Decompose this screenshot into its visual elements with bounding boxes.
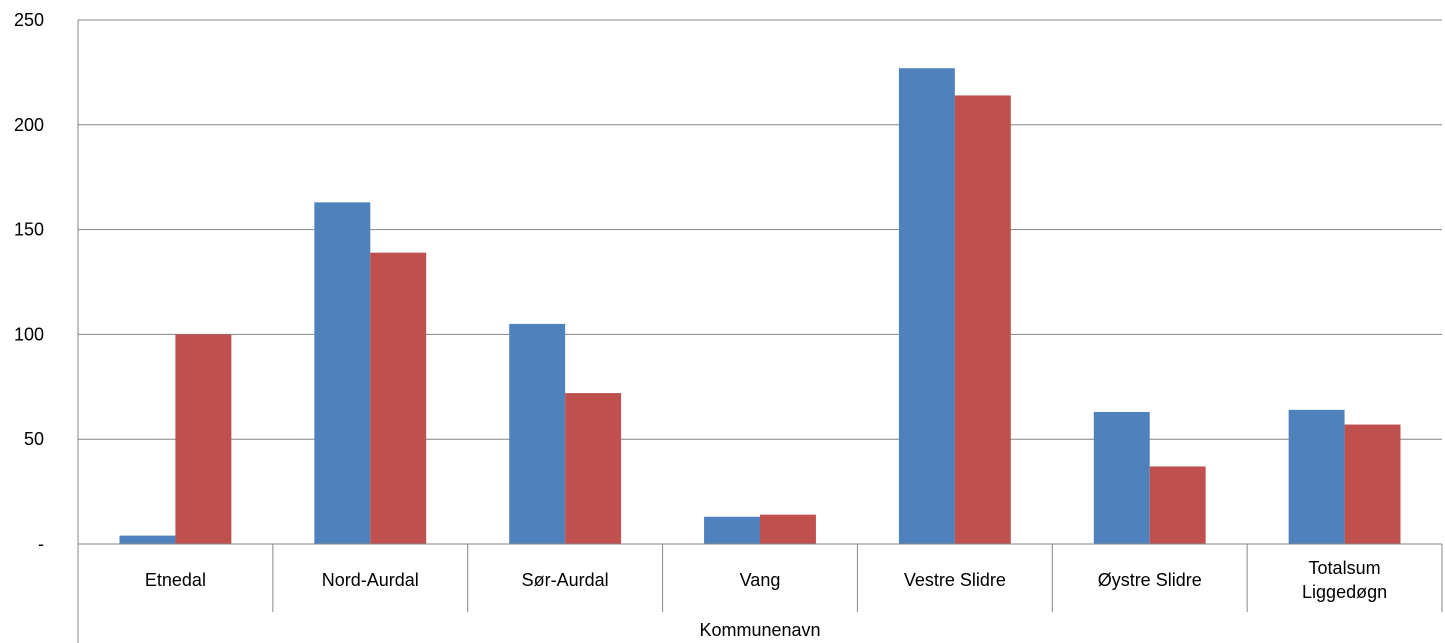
bar bbox=[1288, 409, 1345, 544]
bar bbox=[175, 334, 232, 544]
y-tick-label: 150 bbox=[14, 220, 44, 240]
y-tick-label: 100 bbox=[14, 324, 44, 344]
x-category-label: Etnedal bbox=[145, 570, 206, 590]
y-tick-labels: - 50 100 150 200 250 bbox=[14, 10, 44, 554]
bar bbox=[314, 202, 371, 545]
bar bbox=[119, 535, 176, 544]
bar bbox=[954, 95, 1011, 545]
bar bbox=[760, 514, 816, 544]
bar bbox=[704, 516, 760, 544]
bars bbox=[119, 68, 1401, 545]
y-tick-label: 50 bbox=[24, 429, 44, 449]
bar bbox=[370, 252, 427, 544]
axes bbox=[77, 20, 1443, 643]
y-tick-label: 200 bbox=[14, 115, 44, 135]
bar bbox=[898, 68, 955, 544]
y-tick-label: 250 bbox=[14, 10, 44, 30]
gridlines bbox=[78, 19, 1442, 545]
bar bbox=[1093, 411, 1150, 544]
bar bbox=[509, 323, 566, 544]
x-category-label: Øystre Slidre bbox=[1098, 570, 1202, 590]
x-axis-title: Kommunenavn bbox=[699, 620, 820, 640]
bar bbox=[565, 393, 622, 544]
x-category-label: Sør-Aurdal bbox=[522, 570, 609, 590]
x-category-label: Nord-Aurdal bbox=[322, 570, 419, 590]
x-category-label: Totalsum Liggedøgn bbox=[1302, 558, 1387, 602]
y-tick-label: - bbox=[38, 534, 44, 554]
x-category-labels: Etnedal Nord-Aurdal Sør-Aurdal Vang Vestre S… bbox=[145, 558, 1387, 602]
x-category-label: Vestre Slidre bbox=[904, 570, 1006, 590]
bar bbox=[1344, 424, 1401, 544]
x-category-label: Vang bbox=[740, 570, 781, 590]
bar bbox=[1149, 466, 1206, 544]
